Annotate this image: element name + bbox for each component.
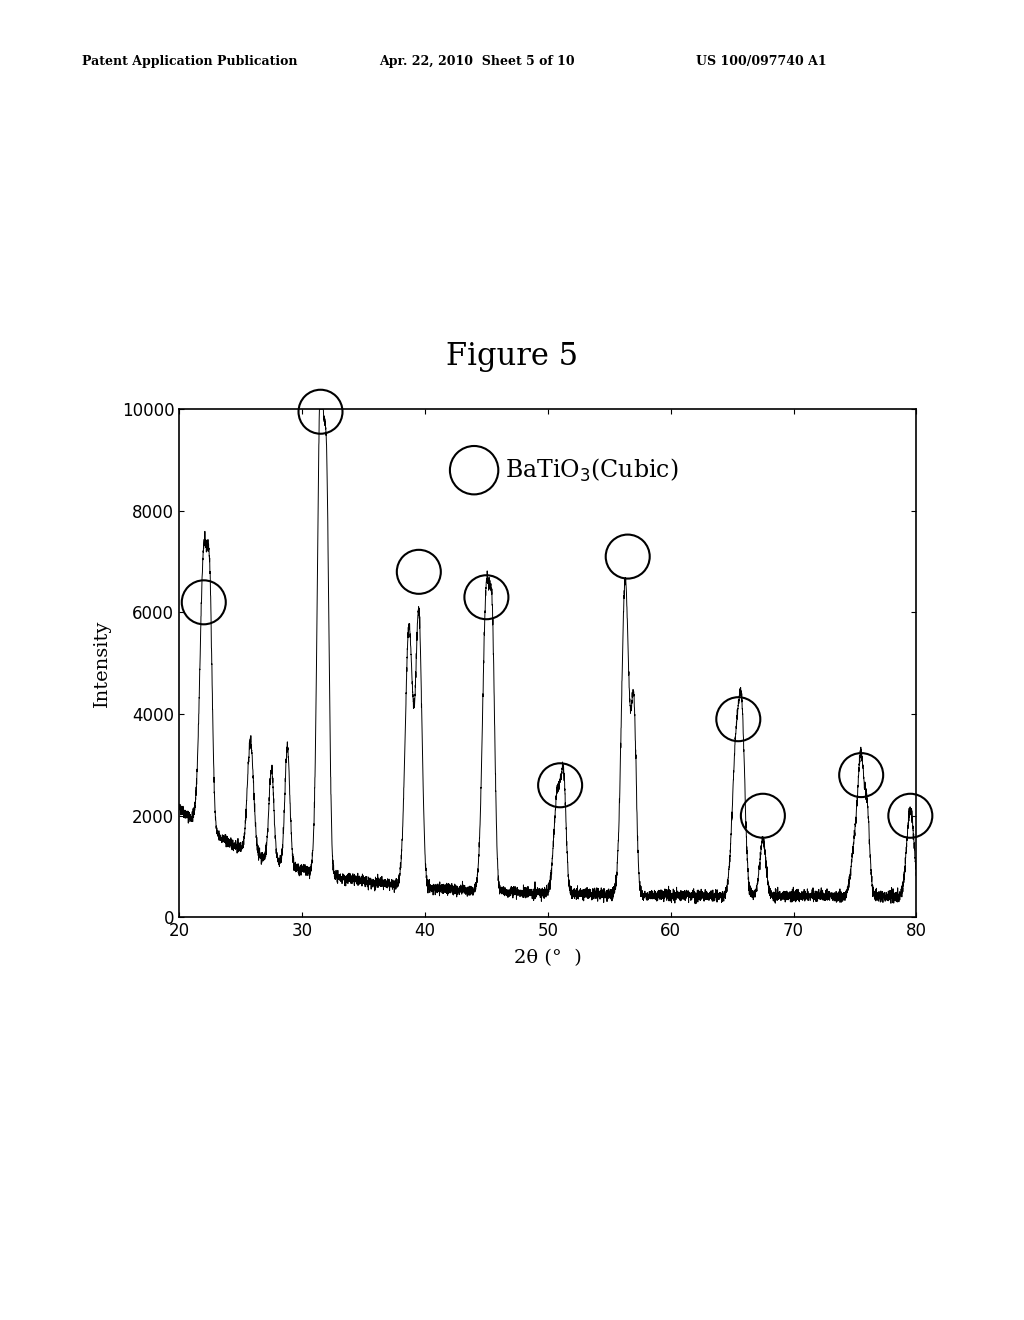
X-axis label: 2θ (°  ): 2θ (° ) xyxy=(514,949,582,966)
Y-axis label: Intensity: Intensity xyxy=(92,619,111,708)
Text: Patent Application Publication: Patent Application Publication xyxy=(82,55,297,69)
Text: Apr. 22, 2010  Sheet 5 of 10: Apr. 22, 2010 Sheet 5 of 10 xyxy=(379,55,574,69)
Text: US 100/097740 A1: US 100/097740 A1 xyxy=(696,55,827,69)
Text: Figure 5: Figure 5 xyxy=(445,342,579,372)
Text: BaTiO$_3$(Cubic): BaTiO$_3$(Cubic) xyxy=(505,457,678,484)
